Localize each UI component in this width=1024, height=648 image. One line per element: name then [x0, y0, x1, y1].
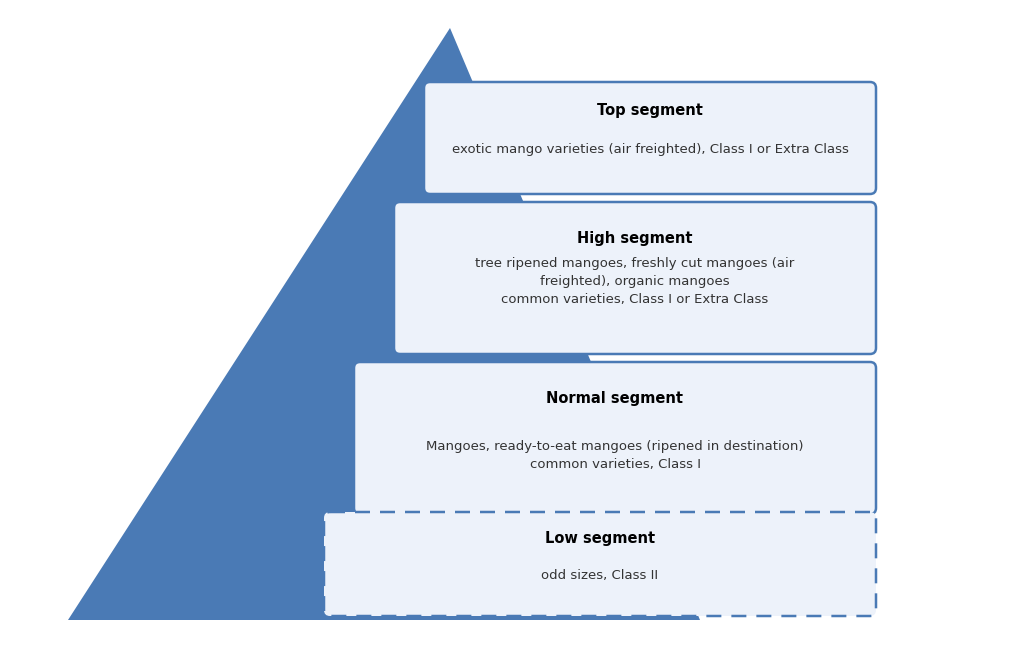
Polygon shape — [330, 518, 695, 610]
Polygon shape — [430, 88, 517, 188]
Polygon shape — [68, 28, 700, 620]
Text: tree ripened mangoes, freshly cut mangoes (air: tree ripened mangoes, freshly cut mangoe… — [475, 257, 795, 270]
Text: High segment: High segment — [578, 231, 693, 246]
Polygon shape — [360, 368, 652, 508]
FancyBboxPatch shape — [324, 512, 876, 616]
Text: freighted), organic mangoes: freighted), organic mangoes — [541, 275, 730, 288]
Text: odd sizes, Class II: odd sizes, Class II — [542, 568, 658, 581]
FancyBboxPatch shape — [354, 362, 876, 514]
Text: Mangoes, ready-to-eat mangoes (ripened in destination): Mangoes, ready-to-eat mangoes (ripened i… — [426, 440, 804, 453]
Text: common varieties, Class I: common varieties, Class I — [529, 458, 700, 471]
Text: Low segment: Low segment — [545, 531, 655, 546]
Text: common varieties, Class I or Extra Class: common varieties, Class I or Extra Class — [502, 294, 769, 307]
Polygon shape — [400, 208, 585, 348]
Text: Top segment: Top segment — [597, 102, 702, 117]
FancyBboxPatch shape — [424, 82, 876, 194]
FancyBboxPatch shape — [394, 202, 876, 354]
Text: Normal segment: Normal segment — [547, 391, 683, 406]
Text: exotic mango varieties (air freighted), Class I or Extra Class: exotic mango varieties (air freighted), … — [452, 143, 849, 157]
